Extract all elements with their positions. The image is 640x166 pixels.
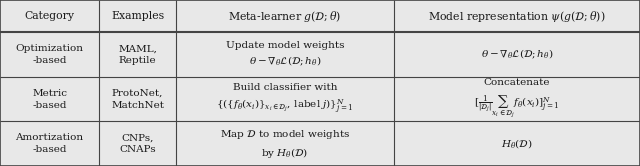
Text: Model representation $\psi(g(\mathcal{D};\theta))$: Model representation $\psi(g(\mathcal{D}… — [428, 9, 605, 24]
Text: Meta-learner $g(\mathcal{D};\theta)$: Meta-learner $g(\mathcal{D};\theta)$ — [228, 9, 342, 24]
Text: Optimization
-based: Optimization -based — [15, 44, 84, 65]
Text: Concatenate
$[\frac{1}{|\mathcal{D}_j|}\sum_{x_i \in \mathcal{D}_j} f_{\theta}(x: Concatenate $[\frac{1}{|\mathcal{D}_j|}\… — [474, 78, 559, 121]
Text: Metric
-based: Metric -based — [32, 89, 67, 110]
Text: Category: Category — [24, 11, 75, 21]
Text: Update model weights
$\theta - \nabla_{\theta}\mathcal{L}(\mathcal{D}; h_{\theta: Update model weights $\theta - \nabla_{\… — [225, 41, 344, 68]
Text: $H_{\theta}(\mathcal{D})$: $H_{\theta}(\mathcal{D})$ — [501, 137, 532, 150]
Text: CNPs,
CNAPs: CNPs, CNAPs — [119, 133, 156, 154]
Text: Build classifier with
$\{(\{f_{\theta}(x_i)\}_{x_i \in \mathcal{D}_j},\, \text{l: Build classifier with $\{(\{f_{\theta}(x… — [216, 83, 353, 116]
Text: Examples: Examples — [111, 11, 164, 21]
Text: ProtoNet,
MatchNet: ProtoNet, MatchNet — [111, 89, 164, 110]
Text: Amortization
-based: Amortization -based — [15, 133, 84, 154]
Text: MAML,
Reptile: MAML, Reptile — [118, 44, 157, 65]
Text: Map $\mathcal{D}$ to model weights
by $H_{\theta}(\mathcal{D})$: Map $\mathcal{D}$ to model weights by $H… — [220, 128, 350, 160]
Text: $\theta - \nabla_{\theta}\mathcal{L}(\mathcal{D}; h_{\theta})$: $\theta - \nabla_{\theta}\mathcal{L}(\ma… — [481, 48, 553, 61]
